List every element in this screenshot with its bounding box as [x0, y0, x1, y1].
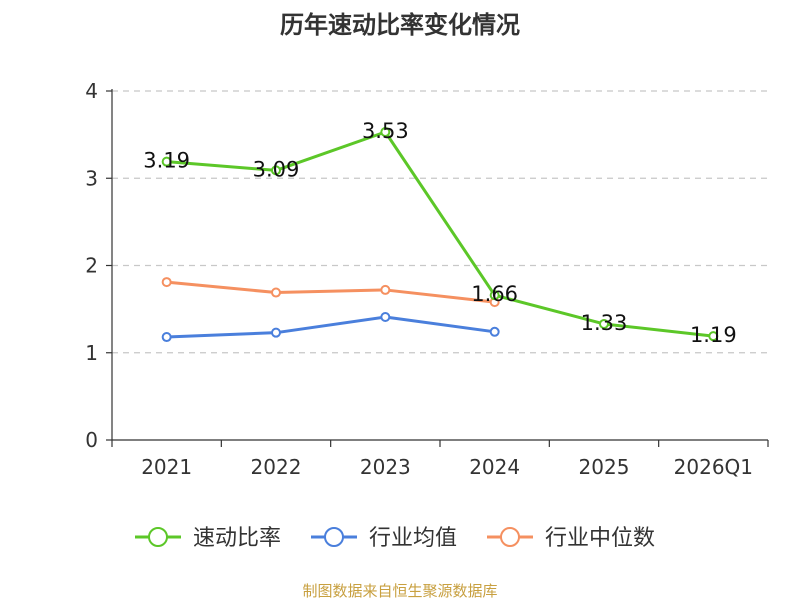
series-point [380, 127, 391, 138]
data-label: 3.53 [362, 119, 409, 143]
y-tick-label: 2 [85, 254, 98, 278]
axes: 0 1 2 3 4 2021 2022 2023 2024 2025 2026Q1 [85, 79, 769, 479]
legend-label: 行业中位数 [545, 526, 655, 551]
grid [112, 90, 768, 354]
series-point [161, 332, 172, 343]
series-point [489, 290, 500, 301]
legend: 速动比率 行业均值 行业中位数 [135, 526, 655, 551]
series-point [161, 277, 172, 288]
series-point [271, 327, 281, 338]
source-note: 制图数据来自恒生聚源数据库 [302, 582, 497, 600]
legend-label: 速动比率 [193, 526, 281, 551]
data-label: 1.19 [690, 323, 737, 347]
series-point [599, 318, 609, 329]
series-line-0 [166, 130, 714, 338]
legend-label: 行业均值 [369, 526, 457, 551]
x-tick-label: 2026Q1 [674, 455, 753, 479]
x-tick-label: 2024 [469, 455, 520, 479]
series-point [708, 331, 719, 342]
series-line-2 [166, 280, 495, 304]
series-point [271, 287, 281, 298]
y-tick-label: 1 [85, 341, 98, 365]
x-tick-label: 2022 [251, 455, 302, 479]
legend-swatch-marker [500, 527, 520, 547]
legend-swatch-marker [148, 527, 168, 547]
data-label: 3.19 [143, 149, 190, 173]
series-point [161, 156, 172, 167]
x-tick-label: 2023 [360, 455, 411, 479]
data-label: 1.33 [581, 311, 628, 335]
data-label: 1.66 [471, 282, 518, 306]
x-tick-label: 2025 [579, 455, 630, 479]
series-point [271, 165, 281, 176]
series-line-1 [166, 315, 495, 339]
chart-title: 历年速动比率变化情况 [280, 11, 520, 39]
series-point [380, 284, 391, 295]
data-labels: 3.19 3.09 3.53 1.66 1.33 1.19 [143, 119, 736, 347]
x-tick-label: 2021 [141, 455, 192, 479]
y-tick-label: 0 [85, 428, 98, 452]
y-tick-label: 4 [85, 79, 98, 103]
series-group [161, 127, 719, 343]
series-point [489, 326, 500, 337]
series-point [380, 311, 391, 322]
legend-swatch-marker [324, 527, 344, 547]
y-tick-label: 3 [85, 166, 98, 190]
data-label: 3.09 [253, 157, 300, 181]
